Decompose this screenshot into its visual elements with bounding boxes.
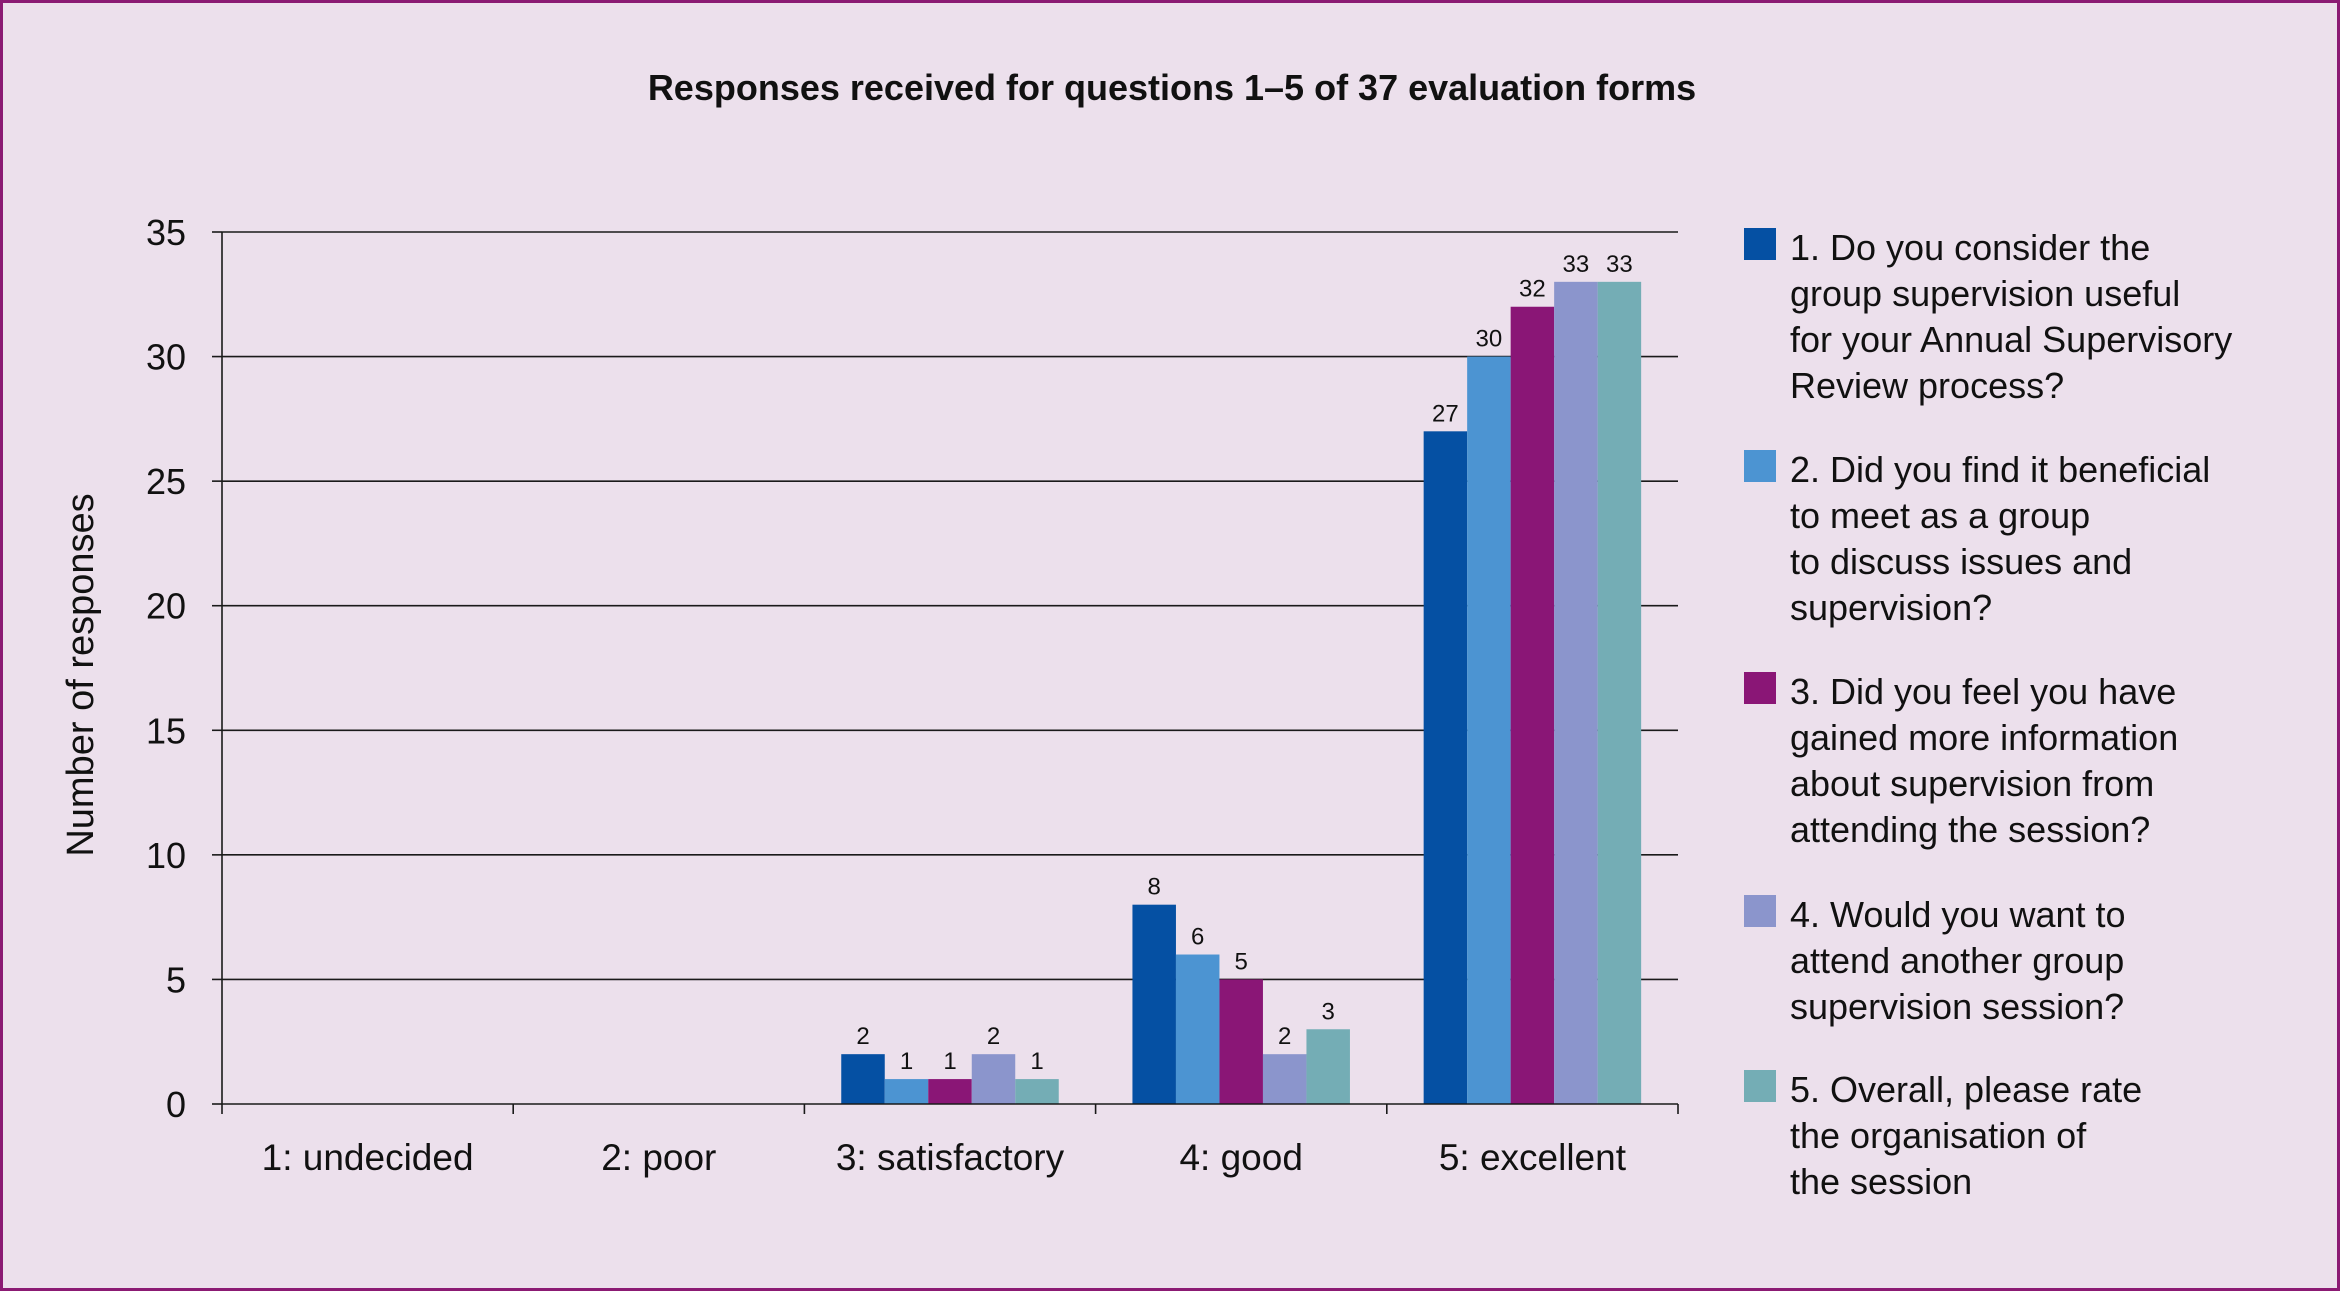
legend-line: group supervision useful (1790, 273, 2180, 314)
bar-series4-cat4 (1262, 1054, 1307, 1104)
bar-series1-cat5 (1423, 431, 1468, 1104)
legend-swatch-4 (1744, 895, 1776, 927)
legend-item-4: 4. Would you want to attend another group… (1744, 894, 2126, 1027)
data-label-series4-cat4: 2 (1278, 1023, 1291, 1050)
legend-line: 1. Do you consider the (1790, 227, 2150, 268)
legend-line: to discuss issues and (1790, 541, 2132, 582)
bar-series3-cat5 (1510, 306, 1555, 1104)
legend-line: supervision session? (1790, 986, 2124, 1027)
legend-line: to meet as a group (1790, 495, 2090, 536)
x-tick-label-2: 2: poor (601, 1137, 716, 1178)
x-tick-label-1: 1: undecided (262, 1137, 474, 1178)
legend-item-1: 1. Do you consider the group supervision … (1744, 227, 2232, 406)
bar-series5-cat3 (1015, 1079, 1059, 1104)
y-tick-label-30: 30 (146, 337, 186, 378)
legend-line: 2. Did you find it beneficial (1790, 449, 2210, 490)
legend-line: for your Annual Supervisory (1790, 319, 2232, 360)
legend-label-1: 1. Do you consider the group supervision … (1790, 227, 2232, 406)
y-tick-label-25: 25 (146, 461, 186, 502)
y-axis-label: Number of responses (60, 493, 102, 856)
x-tick-label-3: 3: satisfactory (836, 1137, 1065, 1178)
data-label-series2-cat5: 30 (1476, 326, 1503, 353)
bar-series4-cat3 (971, 1054, 1016, 1104)
legend-swatch-2 (1744, 450, 1776, 482)
legend: 1. Do you consider the group supervision … (1744, 227, 2232, 1202)
data-label-series5-cat3: 1 (1030, 1048, 1043, 1075)
y-tick-label-20: 20 (146, 586, 186, 627)
data-label-series1-cat5: 27 (1432, 400, 1459, 427)
chart-title: Responses received for questions 1–5 of … (648, 67, 1696, 108)
legend-line: attend another group (1790, 940, 2124, 981)
bar-series2-cat5 (1467, 356, 1511, 1105)
legend-line: about supervision from (1790, 763, 2154, 804)
legend-line: 5. Overall, please rate (1790, 1069, 2142, 1110)
x-tick-label-5: 5: excellent (1439, 1137, 1627, 1178)
y-tick-label-15: 15 (146, 710, 186, 751)
legend-label-4: 4. Would you want to attend another group… (1790, 894, 2126, 1027)
data-label-series3-cat4: 5 (1235, 948, 1248, 975)
legend-item-5: 5. Overall, please rate the organisation … (1744, 1069, 2142, 1202)
y-tick-label-10: 10 (146, 835, 186, 876)
legend-label-3: 3. Did you feel you have gained more info… (1790, 671, 2178, 850)
y-tick-label-5: 5 (166, 959, 186, 1000)
data-label-series5-cat5: 33 (1606, 251, 1633, 278)
legend-line: 3. Did you feel you have (1790, 671, 2176, 712)
data-label-series1-cat4: 8 (1148, 874, 1161, 901)
legend-line: the session (1790, 1161, 1972, 1202)
data-label-series3-cat5: 32 (1519, 276, 1546, 303)
legend-label-5: 5. Overall, please rate the organisation … (1790, 1069, 2142, 1202)
legend-swatch-1 (1744, 228, 1776, 260)
legend-line: the organisation of (1790, 1115, 2087, 1156)
legend-item-3: 3. Did you feel you have gained more info… (1744, 671, 2178, 850)
data-label-series3-cat3: 1 (943, 1048, 956, 1075)
bar-series5-cat5 (1597, 281, 1642, 1104)
data-label-series1-cat3: 2 (856, 1023, 869, 1050)
bar-series3-cat3 (928, 1079, 972, 1104)
y-tick-label-0: 0 (166, 1084, 186, 1125)
legend-item-2: 2. Did you find it beneficial to meet as … (1744, 449, 2210, 628)
legend-line: Review process? (1790, 365, 2064, 406)
legend-line: attending the session? (1790, 809, 2150, 850)
legend-swatch-5 (1744, 1070, 1776, 1102)
bar-series1-cat3 (841, 1054, 885, 1104)
legend-label-2: 2. Did you find it beneficial to meet as … (1790, 449, 2210, 628)
data-label-series2-cat3: 1 (900, 1048, 913, 1075)
legend-line: gained more information (1790, 717, 2178, 758)
legend-swatch-3 (1744, 672, 1776, 704)
data-label-series4-cat3: 2 (987, 1023, 1000, 1050)
legend-line: 4. Would you want to (1790, 894, 2126, 935)
bar-series4-cat5 (1554, 281, 1598, 1104)
bar-series5-cat4 (1306, 1029, 1350, 1104)
data-label-series4-cat5: 33 (1563, 251, 1590, 278)
bar-series3-cat4 (1219, 979, 1263, 1104)
bar-series2-cat4 (1175, 954, 1220, 1104)
bar-series1-cat4 (1132, 904, 1176, 1104)
data-label-series2-cat4: 6 (1191, 924, 1204, 951)
legend-line: supervision? (1790, 587, 1992, 628)
bar-series2-cat3 (884, 1079, 929, 1104)
y-tick-label-35: 35 (146, 212, 186, 253)
data-label-series5-cat4: 3 (1322, 998, 1335, 1025)
x-tick-label-4: 4: good (1179, 1137, 1302, 1178)
